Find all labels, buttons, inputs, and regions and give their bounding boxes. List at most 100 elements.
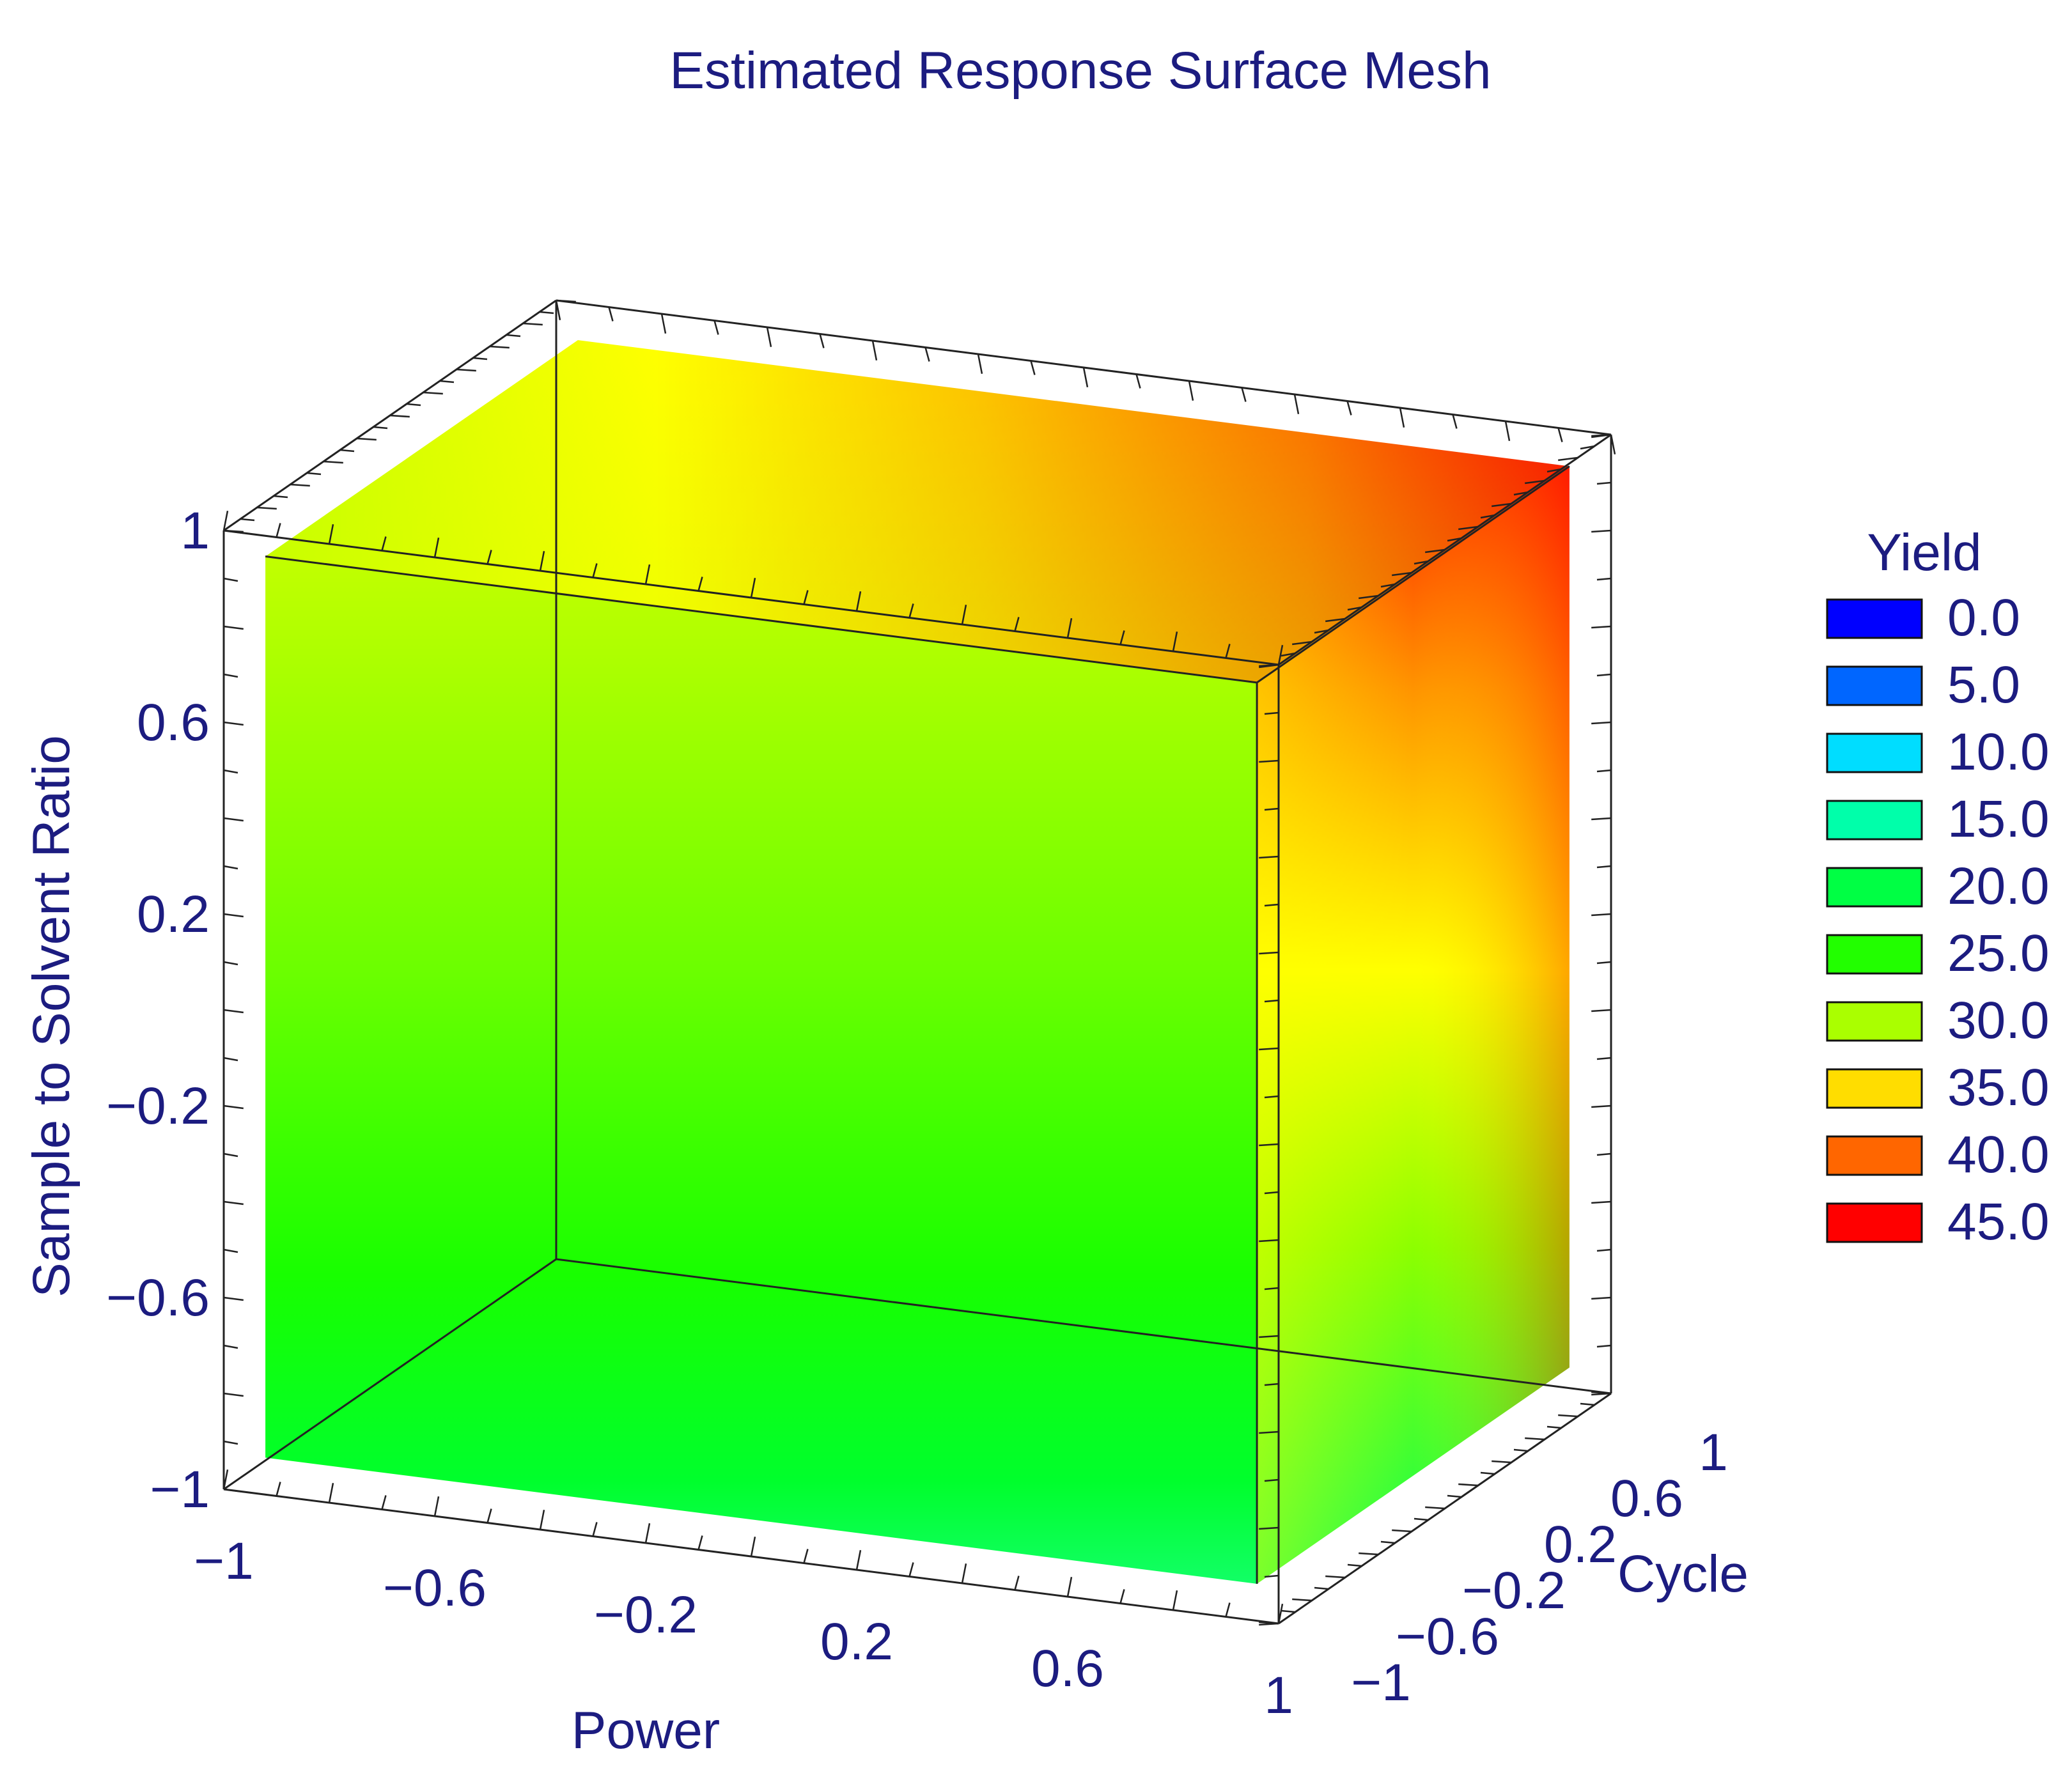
legend-swatch	[1826, 1001, 1923, 1042]
z-tick	[223, 1344, 238, 1349]
z-tick	[1259, 1239, 1279, 1243]
x-tick	[819, 334, 825, 348]
x-tick	[924, 347, 930, 362]
y-tick-label: −0.2	[1462, 1562, 1566, 1620]
x-axis-tick-labels: −1 −0.6 −0.2 0.2 0.6 1	[194, 1532, 1293, 1725]
x-tick	[1241, 387, 1247, 402]
y-tick	[1325, 617, 1346, 623]
z-tick	[223, 625, 244, 630]
x-tick	[222, 510, 229, 531]
z-tick	[1259, 1335, 1279, 1338]
y-tick	[406, 403, 421, 407]
y-tick	[522, 322, 543, 326]
frame-edge	[556, 1258, 1612, 1395]
z-tick	[1591, 817, 1612, 821]
x-tick	[1188, 380, 1194, 401]
y-tick	[1425, 1506, 1445, 1510]
z-tick	[1596, 1057, 1612, 1060]
y-tick	[1325, 1575, 1346, 1579]
y-tick	[1414, 560, 1429, 565]
y-tick	[1558, 456, 1578, 461]
y-tick-label: 0.2	[1544, 1515, 1617, 1574]
y-tick	[1546, 1425, 1562, 1429]
x-tick-label: −1	[194, 1532, 254, 1590]
y-tick	[1414, 1517, 1429, 1521]
y-tick	[539, 311, 554, 314]
y-tick	[1480, 514, 1495, 519]
x-tick	[539, 550, 545, 571]
y-tick	[1580, 445, 1595, 450]
frame-edge	[223, 1258, 557, 1491]
y-tick	[1392, 571, 1412, 577]
x-axis-label: Power	[572, 1701, 720, 1760]
y-tick	[472, 357, 488, 360]
x-tick	[644, 564, 651, 585]
x-tick	[328, 523, 334, 545]
y-tick	[1447, 1494, 1462, 1498]
y-tick	[1447, 537, 1462, 542]
z-tick	[1264, 1478, 1279, 1482]
legend-swatch	[1826, 1068, 1923, 1109]
x-tick	[222, 1469, 229, 1490]
z-tick	[1596, 769, 1612, 773]
y-tick-label: 1	[1699, 1423, 1728, 1482]
x-tick	[660, 313, 667, 334]
z-tick-label: −0.6	[106, 1269, 210, 1327]
surface-edge	[1256, 465, 1570, 684]
z-tick	[1264, 1383, 1279, 1386]
x-tick	[487, 550, 492, 564]
y-tick	[1380, 583, 1396, 588]
surface-faces	[265, 340, 1570, 1584]
y-tick	[1580, 1402, 1595, 1406]
z-axis-label: Sample to Solvent Ratio	[22, 735, 81, 1298]
x-tick	[803, 590, 809, 605]
z-tick	[1591, 1009, 1612, 1012]
x-tick	[1225, 644, 1231, 658]
x-tick	[697, 577, 703, 591]
legend-label: 30.0	[1947, 991, 2050, 1050]
x-tick	[1066, 1576, 1073, 1597]
z-tick	[1596, 673, 1612, 677]
y-tick	[1591, 433, 1612, 438]
x-tick	[1030, 360, 1036, 375]
y-tick-label: −0.6	[1396, 1608, 1499, 1666]
z-tick-label: −0.2	[106, 1077, 210, 1135]
x-tick	[1610, 434, 1616, 455]
z-tick	[1591, 529, 1612, 533]
legend-label: 10.0	[1947, 723, 2050, 781]
z-tick	[223, 961, 238, 966]
y-tick	[489, 345, 510, 349]
z-tick-label: 1	[180, 502, 210, 560]
legend-label: 35.0	[1947, 1058, 2050, 1117]
z-tick	[223, 913, 244, 918]
z-tick	[1264, 1191, 1279, 1195]
z-tick	[223, 1057, 238, 1062]
y-tick-label: −1	[1351, 1654, 1411, 1712]
y-axis-tick-labels: −1−0.6−0.20.20.6 1	[1351, 1423, 1728, 1712]
x-tick	[713, 320, 719, 335]
y-tick	[256, 506, 277, 510]
z-tick	[1259, 855, 1279, 859]
z-tick	[223, 1248, 238, 1253]
z-tick	[1259, 663, 1279, 667]
z-tick	[1259, 1526, 1279, 1530]
x-tick-label: 0.6	[1031, 1639, 1104, 1698]
x-tick	[1119, 630, 1125, 645]
x-tick	[381, 1495, 387, 1510]
chart-title: Estimated Response Surface Mesh	[669, 42, 1491, 100]
z-tick	[1259, 1430, 1279, 1434]
z-tick	[1596, 1344, 1612, 1348]
x-tick	[1277, 644, 1284, 665]
z-tick	[1264, 1095, 1279, 1099]
y-axis-label: Cycle	[1617, 1545, 1749, 1603]
legend-swatch	[1826, 732, 1923, 773]
y-tick	[1380, 1540, 1396, 1544]
legend-swatch	[1826, 800, 1923, 841]
y-tick	[339, 449, 355, 453]
y-tick	[1314, 1586, 1329, 1590]
x-tick	[961, 604, 967, 625]
y-tick	[240, 518, 255, 522]
x-tick-label: −0.6	[383, 1559, 487, 1617]
x-tick	[1346, 401, 1352, 415]
